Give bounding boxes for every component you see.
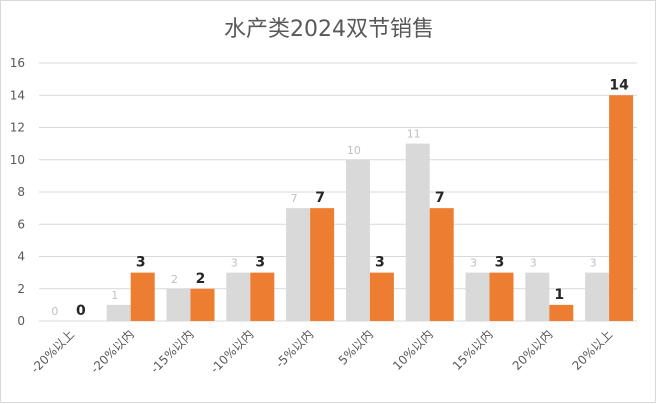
y-tick-label: 14 — [10, 88, 25, 102]
data-label-series-1: 1 — [111, 289, 118, 302]
data-label-series-1: 3 — [231, 257, 238, 270]
bar-series-2 — [190, 288, 215, 321]
bar-series-1 — [345, 159, 370, 321]
y-tick-label: 8 — [17, 185, 25, 199]
data-label-series-2: 3 — [136, 255, 146, 271]
data-label-series-2: 7 — [435, 190, 445, 206]
y-tick-label: 2 — [17, 282, 25, 296]
x-tick-label: 10%以内 — [390, 327, 436, 373]
x-tick-label: 15%以内 — [450, 327, 496, 373]
x-tick-label: -20%以上 — [28, 327, 77, 376]
data-label-series-1: 7 — [291, 192, 298, 205]
data-label-series-1: 3 — [590, 257, 597, 270]
bar-series-2 — [549, 304, 574, 321]
data-label-series-2: 0 — [76, 303, 86, 319]
data-label-series-1: 0 — [51, 305, 58, 318]
bar-series-2 — [489, 272, 514, 321]
y-tick-label: 16 — [10, 56, 25, 70]
data-label-series-1: 11 — [407, 128, 421, 141]
data-label-series-1: 2 — [171, 273, 178, 286]
data-label-series-2: 3 — [375, 255, 385, 271]
x-tick-label: 20%以内 — [510, 327, 556, 373]
bar-series-2 — [369, 272, 394, 321]
bar-series-1 — [166, 288, 191, 321]
y-tick-label: 6 — [17, 217, 25, 231]
x-tick-label: -15%以内 — [148, 327, 197, 376]
y-tick-label: 0 — [17, 314, 25, 328]
bar-series-2 — [609, 95, 634, 321]
bar-series-2 — [310, 208, 335, 321]
data-label-series-2: 1 — [554, 287, 564, 303]
data-label-series-2: 14 — [609, 77, 629, 93]
x-tick-label: 20%以上 — [569, 327, 615, 373]
data-label-series-1: 3 — [530, 257, 537, 270]
y-tick-label: 4 — [17, 250, 25, 264]
chart-title: 水产类2024双节销售 — [224, 17, 434, 42]
data-label-series-2: 3 — [495, 255, 505, 271]
x-tick-label: -5%以内 — [273, 327, 316, 370]
data-label-series-2: 7 — [315, 190, 325, 206]
bar-series-1 — [465, 272, 490, 321]
x-tick-label: -20%以内 — [88, 327, 137, 376]
data-label-series-2: 3 — [255, 255, 265, 271]
bar-series-1 — [226, 272, 251, 321]
data-label-series-1: 3 — [470, 257, 477, 270]
data-label-series-1: 10 — [347, 144, 361, 157]
bar-series-2 — [130, 272, 155, 321]
bar-series-1 — [585, 272, 610, 321]
bar-series-1 — [286, 208, 311, 321]
bar-series-2 — [429, 208, 454, 321]
y-tick-label: 12 — [10, 121, 25, 135]
data-label-series-2: 2 — [196, 271, 206, 287]
x-tick-label: 5%以内 — [336, 327, 376, 367]
y-tick-label: 10 — [10, 153, 25, 167]
bar-series-1 — [405, 143, 430, 321]
x-tick-label: -10%以内 — [208, 327, 257, 376]
bar-series-2 — [250, 272, 275, 321]
bar-series-1 — [106, 304, 131, 321]
bar-series-1 — [525, 272, 550, 321]
